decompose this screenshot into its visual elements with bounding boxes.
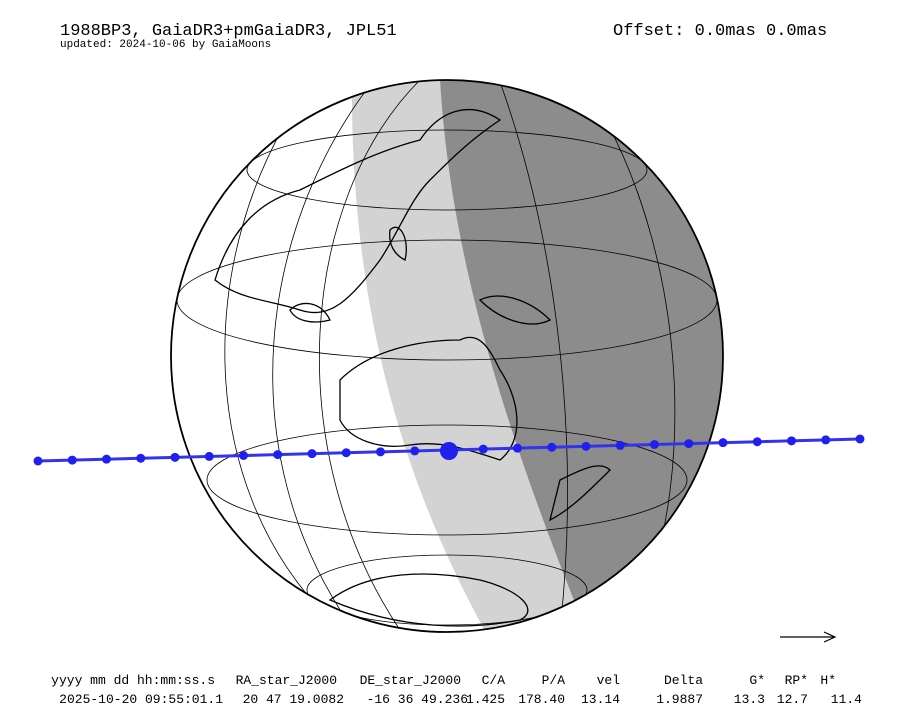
track-point (513, 443, 522, 453)
track-point (410, 446, 420, 456)
occultation-track (33, 434, 865, 466)
track-point (650, 440, 659, 449)
track-point (718, 438, 728, 448)
column-header: P/A (542, 673, 566, 688)
track-point (376, 447, 385, 457)
track-point (67, 455, 77, 465)
track-point (478, 444, 488, 454)
column-header: yyyy mm dd hh:mm:ss.s (51, 673, 215, 688)
table-cell: 11.4 (831, 692, 862, 707)
track-point (547, 442, 557, 452)
updated-note: updated: 2024-10-06 by GaiaMoons (60, 39, 271, 51)
track-point (33, 456, 43, 466)
column-header: Delta (664, 673, 703, 688)
offset-label: Offset: 0.0mas 0.0mas (613, 22, 827, 41)
table-cell: 1.425 (466, 692, 505, 707)
night-side (440, 80, 723, 632)
track-point (239, 451, 248, 460)
direction-arrowhead (823, 631, 837, 643)
track-point (170, 452, 180, 462)
coastlines (214, 108, 611, 627)
column-header: RA_star_J2000 (236, 673, 337, 688)
track-point (307, 449, 317, 459)
track-point (615, 440, 625, 450)
column-header: H* (820, 673, 836, 688)
table-cell: 13.14 (581, 692, 620, 707)
column-header: G* (749, 673, 765, 688)
globe (170, 79, 724, 633)
title: 1988BP3, GaiaDR3+pmGaiaDR3, JPL51 (60, 22, 397, 41)
track-point (821, 435, 831, 445)
track-point (341, 448, 351, 458)
track-point (855, 434, 865, 444)
event-table: yyyy mm dd hh:mm:ss.s RA_star_J2000 DE_sta… (51, 673, 862, 707)
central-point (440, 442, 458, 460)
column-header: DE_star_J2000 (360, 673, 461, 688)
track-point (136, 453, 146, 463)
column-header: vel (597, 673, 621, 688)
track-point (102, 454, 111, 464)
column-header: RP* (785, 673, 808, 688)
track-point (684, 439, 694, 449)
track-point (752, 437, 762, 447)
table-cell: 13.3 (734, 692, 765, 707)
track-point (581, 441, 591, 451)
table-cell: -16 36 49.236 (367, 692, 468, 707)
track-point (787, 436, 796, 446)
track-point (273, 450, 283, 460)
column-header: C/A (482, 673, 506, 688)
track-point (204, 451, 214, 461)
table-cell: 178.40 (518, 692, 565, 707)
table-cell: 12.7 (777, 692, 808, 707)
globe-outline (170, 79, 724, 633)
table-cell: 1.9887 (656, 692, 703, 707)
table-cell: 20 47 19.0082 (243, 692, 344, 707)
table-cell: 2025-10-20 09:55:01.1 (59, 692, 223, 707)
